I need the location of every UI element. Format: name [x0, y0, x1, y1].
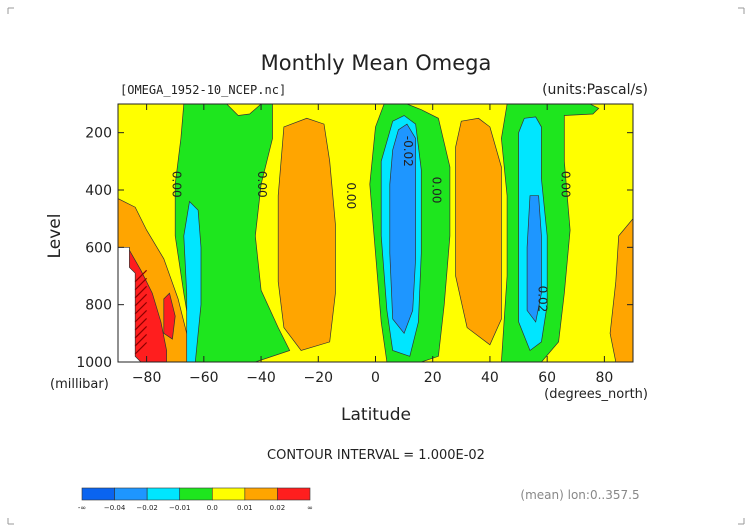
- contour-labels: 0.00 0.00 0.00 -0.02 0.00 0.00 0.02: [169, 136, 572, 313]
- y-tick-label: 800: [85, 298, 112, 314]
- mean-label: (mean) lon:0..357.5: [520, 488, 639, 502]
- colorbar-swatch: [244, 487, 278, 501]
- contour-label: 0.00: [430, 177, 444, 204]
- crop-marks: [7, 7, 745, 525]
- colorbar-label: 0.02: [270, 504, 286, 512]
- x-tick-label: −60: [189, 370, 219, 386]
- y-tick-label: 200: [85, 126, 112, 142]
- hatch-line: [134, 293, 148, 307]
- hatch-line: [134, 269, 148, 283]
- colorbar-label: -∞: [78, 504, 86, 512]
- hatch-line: [134, 326, 148, 339]
- colorbar-label: −0.04: [104, 504, 126, 512]
- colorbar-swatch: [114, 487, 148, 501]
- contour-region-blue: [389, 123, 416, 335]
- contour-label: 0.00: [169, 171, 183, 198]
- colorbar: [81, 487, 311, 501]
- units-label: (units:Pascal/s): [542, 82, 648, 98]
- colorbar-swatch: [211, 487, 246, 501]
- y-axis-label: Level: [45, 214, 65, 259]
- colorbar-label: 0.0: [207, 504, 218, 512]
- contour-label: -0.02: [401, 136, 415, 167]
- contour-interval: CONTOUR INTERVAL = 1.000E-02: [267, 448, 485, 463]
- missing-data-region: [118, 246, 142, 362]
- hatch-line: [134, 309, 148, 323]
- y-tick-label: 400: [85, 183, 112, 199]
- x-axis-units: (degrees_north): [544, 387, 648, 402]
- chart-title: Monthly Mean Omega: [261, 51, 492, 75]
- colorbar-swatch: [277, 487, 311, 501]
- colorbar-labels: -∞ −0.04 −0.02 −0.01 0.0 0.01 0.02 ∞: [78, 504, 313, 512]
- y-tick-label: 1000: [76, 355, 112, 371]
- x-tick-label: 80: [595, 370, 613, 386]
- hatch-line: [134, 318, 148, 331]
- hatch-line: [134, 334, 148, 347]
- x-tick-label: 0: [371, 370, 380, 386]
- contour-label: 0.02: [536, 286, 550, 313]
- colorbar-swatch: [146, 487, 181, 501]
- x-tick-label: −40: [246, 370, 276, 386]
- x-tick-label: −80: [132, 370, 162, 386]
- hatch-line: [134, 342, 148, 355]
- x-tick-label: 60: [538, 370, 556, 386]
- contour-region-blue: [526, 195, 542, 323]
- contour-region-green: [174, 104, 291, 362]
- x-axis: −80 −60 −40 −20 0 20 40 60 80: [132, 104, 613, 386]
- x-axis-label: Latitude: [341, 405, 411, 425]
- hatch-line: [134, 277, 148, 291]
- contour-label: 0.00: [344, 182, 358, 209]
- y-axis-units: (millibar): [50, 377, 109, 392]
- colorbar-swatch: [179, 487, 213, 501]
- contour-region-orange: [609, 218, 633, 362]
- hatch-line: [134, 285, 148, 299]
- contour-region-red: [163, 292, 176, 340]
- x-tick-label: 40: [481, 370, 499, 386]
- contour-label: 0.00: [255, 171, 269, 198]
- colorbar-swatch: [81, 487, 115, 501]
- y-tick-label: 600: [85, 240, 112, 256]
- colorbar-label: ∞: [307, 504, 313, 512]
- x-tick-label: 20: [424, 370, 442, 386]
- colorbar-label: −0.01: [169, 504, 190, 512]
- hatch-line: [134, 301, 148, 315]
- x-tick-label: −20: [304, 370, 334, 386]
- colorbar-label: −0.02: [136, 504, 157, 512]
- contour-region-orange: [277, 117, 336, 351]
- contour-region-orange: [455, 117, 502, 346]
- colorbar-label: 0.01: [237, 504, 253, 512]
- file-label: [OMEGA_1952-10_NCEP.nc]: [120, 83, 286, 97]
- contour-field: [118, 104, 633, 362]
- contour-label: 0.00: [558, 171, 572, 198]
- y-axis: 200 400 600 800 1000: [76, 126, 633, 371]
- contour-region-cyan: [183, 200, 202, 362]
